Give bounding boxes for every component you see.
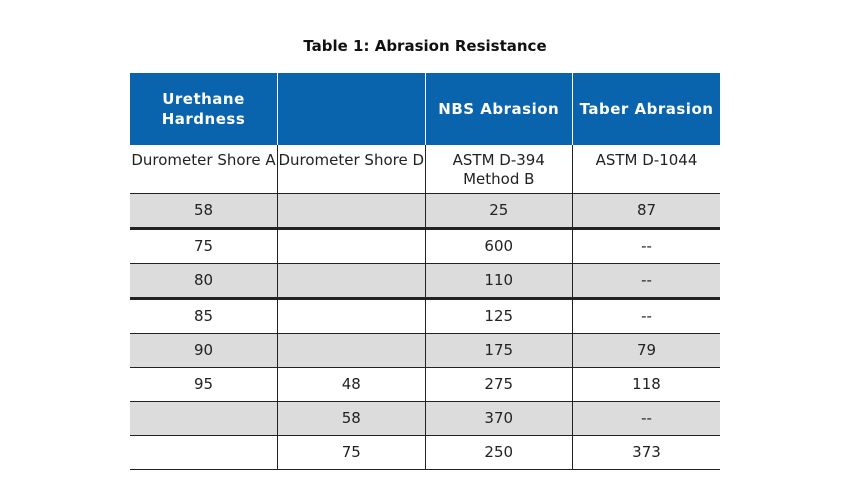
table-row: 90 175 79 (130, 333, 720, 368)
table-cell (277, 298, 425, 334)
table-cell: 373 (572, 435, 720, 470)
header-taber-abrasion: Taber Abrasion (572, 73, 720, 145)
table-cell (277, 228, 425, 264)
subheader-cell: Durometer Shore A (130, 145, 278, 194)
table-cell: 80 (130, 263, 278, 300)
header-nbs-abrasion: NBS Abrasion (424, 73, 573, 145)
table-cell (130, 401, 278, 436)
table-cell: 58 (130, 193, 278, 230)
table-cell (277, 263, 425, 300)
table-cell: 48 (277, 367, 425, 402)
table-cell: 58 (277, 401, 425, 436)
table-cell: -- (572, 401, 720, 436)
table-row: 85 125 -- (130, 298, 720, 334)
subheader-cell: Durometer Shore D (277, 145, 425, 194)
table-cell: 600 (424, 228, 573, 264)
header-row: Urethane Hardness NBS Abrasion Taber Abr… (130, 73, 720, 145)
table-cell (277, 333, 425, 368)
table-cell: 25 (424, 193, 573, 230)
table-row: 95 48 275 118 (130, 367, 720, 402)
header-blank (277, 73, 425, 145)
table-cell (277, 193, 425, 230)
abrasion-table: Urethane Hardness NBS Abrasion Taber Abr… (130, 73, 720, 470)
table-cell: -- (572, 228, 720, 264)
table-cell: 79 (572, 333, 720, 368)
table-cell: -- (572, 298, 720, 334)
table-cell: 87 (572, 193, 720, 230)
table-cell: 75 (277, 435, 425, 470)
table-cell: 118 (572, 367, 720, 402)
table-cell: -- (572, 263, 720, 300)
table-cell: 85 (130, 298, 278, 334)
table-row: 80 110 -- (130, 263, 720, 300)
table-cell: 275 (424, 367, 573, 402)
table-cell: 370 (424, 401, 573, 436)
table-row: 75 600 -- (130, 228, 720, 264)
subheader-cell: ASTM D-1044 (572, 145, 720, 194)
table-row: 58 25 87 (130, 193, 720, 230)
table-cell: 90 (130, 333, 278, 368)
table-cell: 110 (424, 263, 573, 300)
table-cell: 125 (424, 298, 573, 334)
table-cell: 250 (424, 435, 573, 470)
table-cell (130, 435, 278, 470)
table-cell: 175 (424, 333, 573, 368)
table-cell: 95 (130, 367, 278, 402)
table-caption: Table 1: Abrasion Resistance (303, 37, 547, 55)
table-row: 75 250 373 (130, 435, 720, 470)
table-cell: 75 (130, 228, 278, 264)
subheader-row: Durometer Shore A Durometer Shore D ASTM… (130, 145, 720, 194)
header-urethane-hardness: Urethane Hardness (130, 73, 278, 145)
subheader-cell: ASTM D-394 Method B (424, 145, 573, 194)
table-row: 58 370 -- (130, 401, 720, 436)
